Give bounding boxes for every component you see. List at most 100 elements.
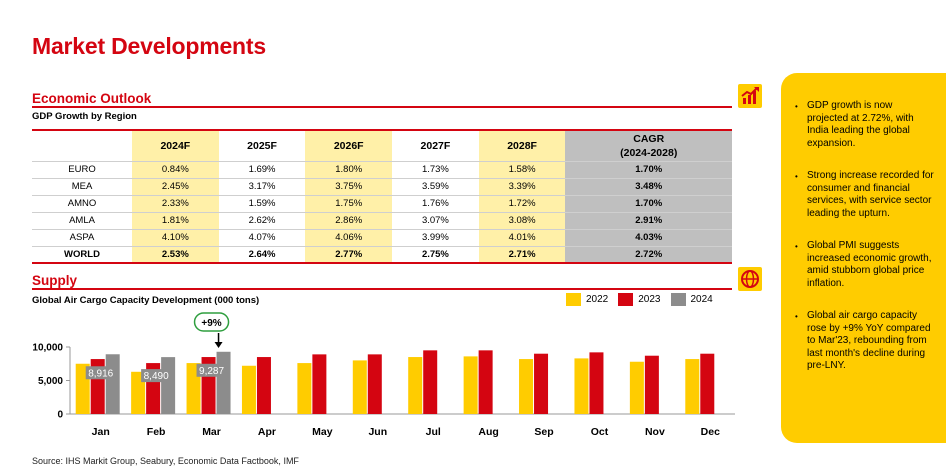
legend-item: 2022 — [566, 293, 608, 306]
value-cell: 3.17% — [218, 178, 306, 196]
cagr-cell: 4.03% — [565, 229, 732, 247]
table-row: EURO 0.84% 1.69% 1.80% 1.73% 1.58% 1.70% — [32, 161, 732, 179]
bar-2023-Dec — [700, 353, 715, 414]
globe-icon — [738, 267, 762, 291]
legend-swatch — [670, 293, 686, 306]
x-tick-label: Mar — [202, 426, 221, 438]
growth-callout-bubble — [193, 312, 230, 332]
region-cell: AMLA — [32, 212, 132, 230]
value-cell: 2.86% — [305, 212, 393, 230]
value-cell: 3.07% — [392, 212, 479, 230]
data-label-bg — [85, 366, 116, 380]
capacity-bar-chart: 0 5,000 10,000 Jan Feb Mar Apr May Jun Jul Aug Sep O… — [32, 312, 735, 438]
data-label-2024: 9,287 — [199, 366, 224, 377]
x-tick-label: Aug — [478, 426, 498, 438]
data-label-bg — [196, 363, 227, 377]
value-cell: 2.33% — [132, 195, 219, 213]
gdp-header-col: 2028F — [478, 129, 566, 162]
bar-2022-Dec — [685, 359, 700, 414]
value-cell: 3.08% — [478, 212, 566, 230]
value-cell: 1.80% — [305, 161, 393, 179]
insight-item: • Global air cargo capacity rose by +9% … — [795, 310, 946, 373]
bar-2022-Aug — [463, 356, 478, 414]
bullet-icon: • — [795, 102, 798, 111]
bar-2022-Jun — [352, 360, 367, 414]
x-tick-label: Jun — [368, 426, 387, 438]
region-cell: MEA — [32, 178, 132, 196]
data-label-2024: 8,916 — [88, 368, 113, 379]
bar-2024-Feb — [161, 357, 176, 414]
cagr-header-line2: (2024-2028) — [620, 146, 678, 159]
value-cell: 1.58% — [478, 161, 566, 179]
value-cell: 2.77% — [305, 246, 393, 264]
x-tick-label: Dec — [701, 426, 720, 438]
x-tick-label: Sep — [534, 426, 553, 438]
value-cell: 3.39% — [478, 178, 566, 196]
table-row-world: WORLD 2.53% 2.64% 2.77% 2.75% 2.71% 2.72… — [32, 246, 732, 264]
bar-2023-Jun — [367, 354, 382, 414]
legend-label: 2024 — [690, 294, 713, 305]
value-cell: 1.59% — [218, 195, 306, 213]
value-cell: 1.81% — [132, 212, 219, 230]
bar-2023-Jul — [423, 350, 438, 414]
value-cell: 2.75% — [392, 246, 479, 264]
insight-text: Strong increase recorded for consumer an… — [807, 170, 934, 219]
source-note: Source: IHS Markit Group, Seabury, Econo… — [32, 456, 299, 466]
cagr-cell: 2.91% — [565, 212, 732, 230]
table-row: ASPA 4.10% 4.07% 4.06% 3.99% 4.01% 4.03% — [32, 229, 732, 247]
cagr-cell: 3.48% — [565, 178, 732, 196]
legend-swatch — [566, 293, 581, 306]
bar-2022-May — [297, 363, 312, 414]
value-cell: 2.45% — [132, 178, 219, 196]
value-cell: 3.99% — [392, 229, 479, 247]
bar-2022-Sep — [519, 359, 534, 414]
x-tick-label: Jan — [92, 426, 110, 438]
bar-2024-Mar — [216, 351, 231, 414]
gdp-header-region — [32, 129, 132, 162]
chart-legend: 2022 2023 2024 — [566, 293, 723, 306]
bar-2023-Oct — [589, 352, 604, 414]
y-tick-label: 0 — [57, 410, 63, 421]
value-cell: 2.71% — [478, 246, 566, 264]
supply-chart-title: Global Air Cargo Capacity Development (0… — [32, 295, 260, 306]
cagr-cell: 1.70% — [565, 195, 732, 213]
value-cell: 2.53% — [132, 246, 219, 264]
value-cell: 1.69% — [218, 161, 306, 179]
gdp-subtitle: GDP Growth by Region — [32, 111, 137, 122]
bullet-icon: • — [795, 312, 798, 321]
bar-2023-Nov — [644, 355, 659, 414]
data-label-2024: 8,490 — [144, 371, 169, 382]
value-cell: 2.64% — [218, 246, 306, 264]
region-cell: ASPA — [32, 229, 132, 247]
value-cell: 1.73% — [392, 161, 479, 179]
value-cell: 1.72% — [478, 195, 566, 213]
y-tick-label: 10,000 — [32, 343, 63, 354]
bar-2022-Feb — [131, 371, 146, 414]
insight-item: • Global PMI suggests increased economic… — [795, 240, 946, 290]
chart-icon — [738, 84, 762, 108]
bar-2022-Apr — [241, 365, 256, 414]
table-row: AMNO 2.33% 1.59% 1.75% 1.76% 1.72% 1.70% — [32, 195, 732, 213]
legend-item: 2024 — [670, 293, 713, 306]
value-cell: 3.59% — [392, 178, 479, 196]
x-tick-label: Apr — [258, 426, 276, 438]
x-tick-label: Oct — [591, 426, 609, 438]
table-row: AMLA 1.81% 2.62% 2.86% 3.07% 3.08% 2.91% — [32, 212, 732, 230]
bar-2022-Jul — [408, 357, 423, 414]
economic-outlook-rule — [32, 106, 732, 108]
value-cell: 1.75% — [305, 195, 393, 213]
value-cell: 4.01% — [478, 229, 566, 247]
bullet-icon: • — [795, 172, 798, 181]
x-tick-label: Jul — [426, 426, 441, 438]
value-cell: 2.62% — [218, 212, 306, 230]
supply-heading: Supply — [32, 273, 78, 288]
region-cell: WORLD — [32, 246, 132, 264]
data-label-bg — [141, 369, 172, 383]
gdp-header-col: 2025F — [218, 129, 306, 162]
gdp-header-col: 2024F — [132, 129, 219, 162]
gdp-table-header: 2024F 2025F 2026F 2027F 2028F CAGR (2024-… — [32, 129, 732, 162]
value-cell: 0.84% — [132, 161, 219, 179]
gdp-table: 2024F 2025F 2026F 2027F 2028F CAGR (2024-… — [32, 129, 732, 264]
insight-item: • Strong increase recorded for consumer … — [795, 170, 946, 220]
x-tick-label: May — [312, 426, 333, 438]
